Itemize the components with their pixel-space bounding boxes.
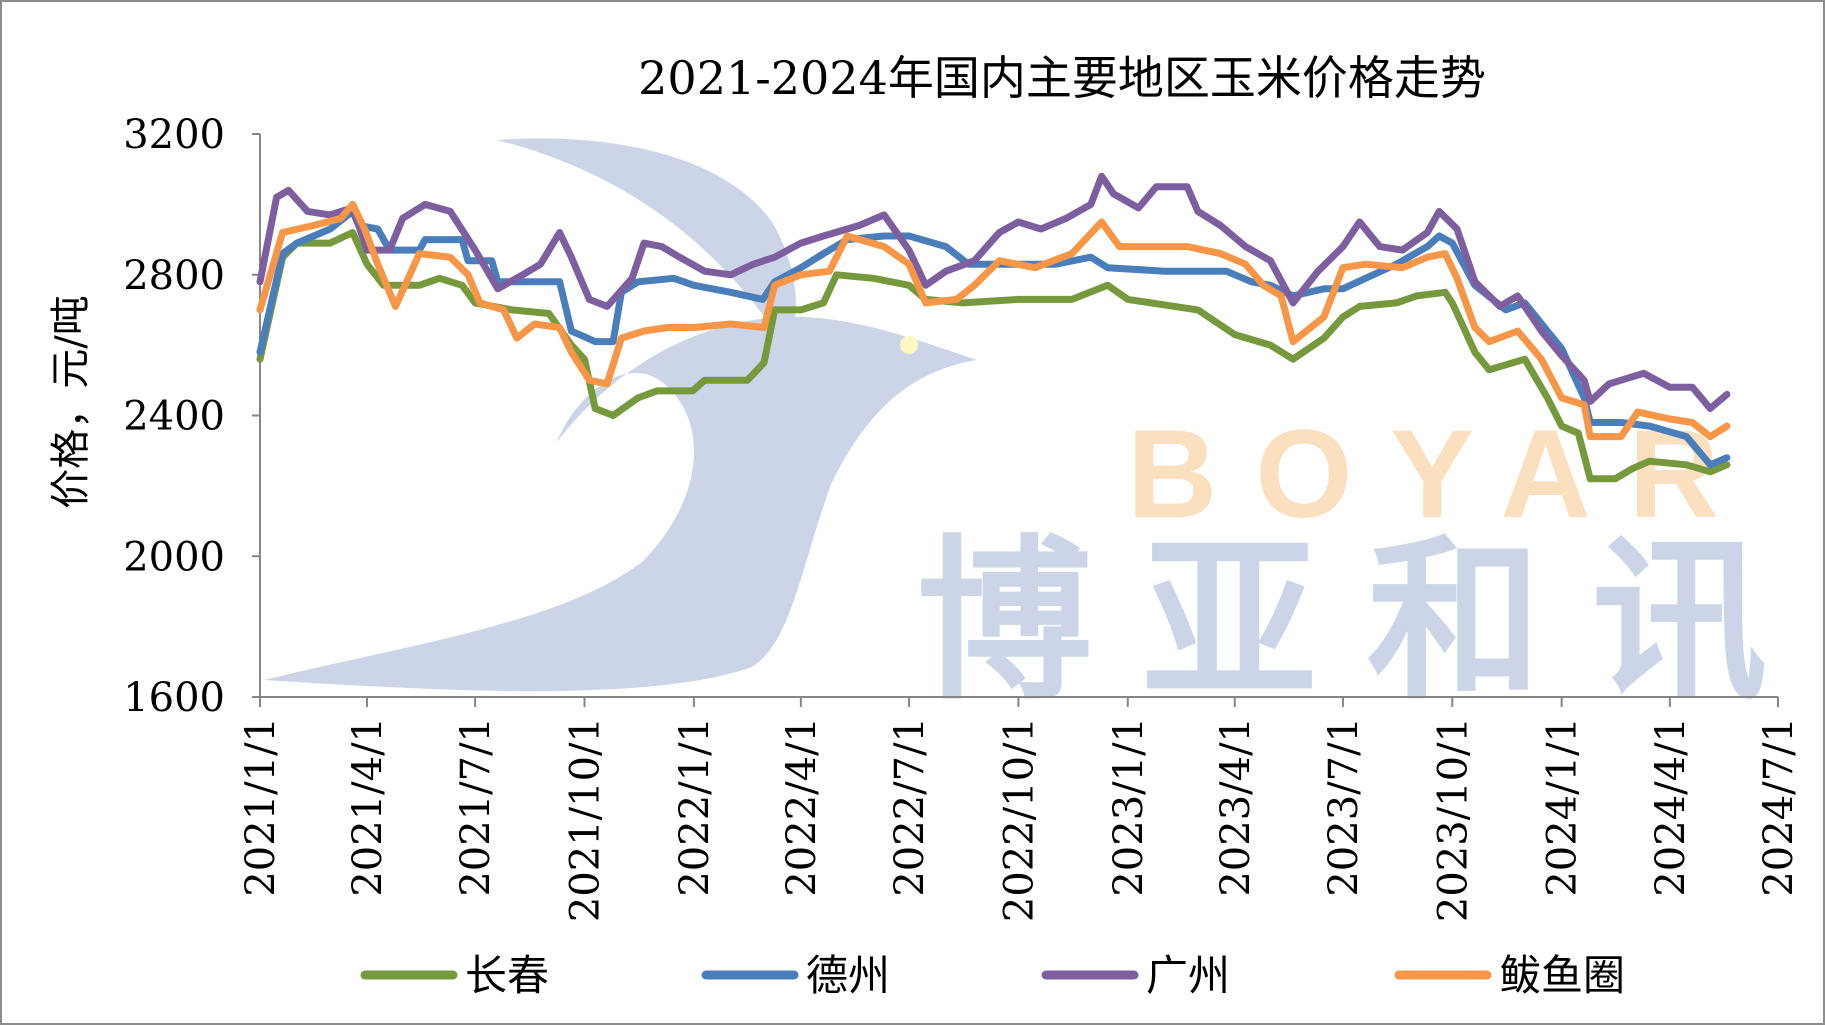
watermark-chinese: 博亚和讯 (917, 521, 1817, 724)
watermark-bird-eye (900, 336, 918, 354)
x-tick-label: 2022/10/1 (996, 717, 1042, 922)
x-tick-label: 2023/1/1 (1106, 717, 1152, 897)
chart-title: 2021-2024年国内主要地区玉米价格走势 (638, 51, 1486, 105)
series-line-4 (256, 200, 1731, 441)
x-tick-label: 2023/4/1 (1213, 717, 1259, 897)
legend-label-2: 德州 (806, 951, 890, 1000)
x-tick-label: 2023/7/1 (1321, 717, 1367, 897)
x-tick-label: 2023/10/1 (1430, 717, 1476, 922)
legend-label-4: 鲅鱼圈 (1499, 951, 1625, 1000)
x-tick-label: 2022/4/1 (779, 717, 825, 897)
x-tick-label: 2024/7/1 (1756, 717, 1802, 897)
watermark-bird (264, 138, 977, 692)
y-tick-label: 2800 (123, 253, 225, 299)
x-tick-label: 2024/1/1 (1540, 717, 1586, 897)
x-tick-label: 2021/4/1 (345, 717, 391, 897)
x-tick-label: 2021/7/1 (453, 717, 499, 897)
y-tick-label: 3200 (123, 112, 225, 158)
x-tick-label: 2024/4/1 (1648, 717, 1694, 897)
x-tick-label: 2022/7/1 (887, 717, 933, 897)
legend-label-1: 长春 (465, 951, 549, 1000)
y-tick-label: 2000 (123, 534, 225, 580)
y-tick-label: 2400 (123, 394, 225, 440)
series-line-2 (256, 207, 1731, 469)
y-axis-label: 价格，元/吨 (48, 295, 94, 508)
x-tick-label: 2021/1/1 (238, 717, 284, 897)
x-tick-label: 2022/1/1 (672, 717, 718, 897)
legend-label-3: 广州 (1146, 951, 1230, 1000)
x-tick-label: 2021/10/1 (563, 717, 609, 922)
series-line-3 (256, 172, 1731, 412)
y-tick-label: 1600 (123, 675, 225, 721)
